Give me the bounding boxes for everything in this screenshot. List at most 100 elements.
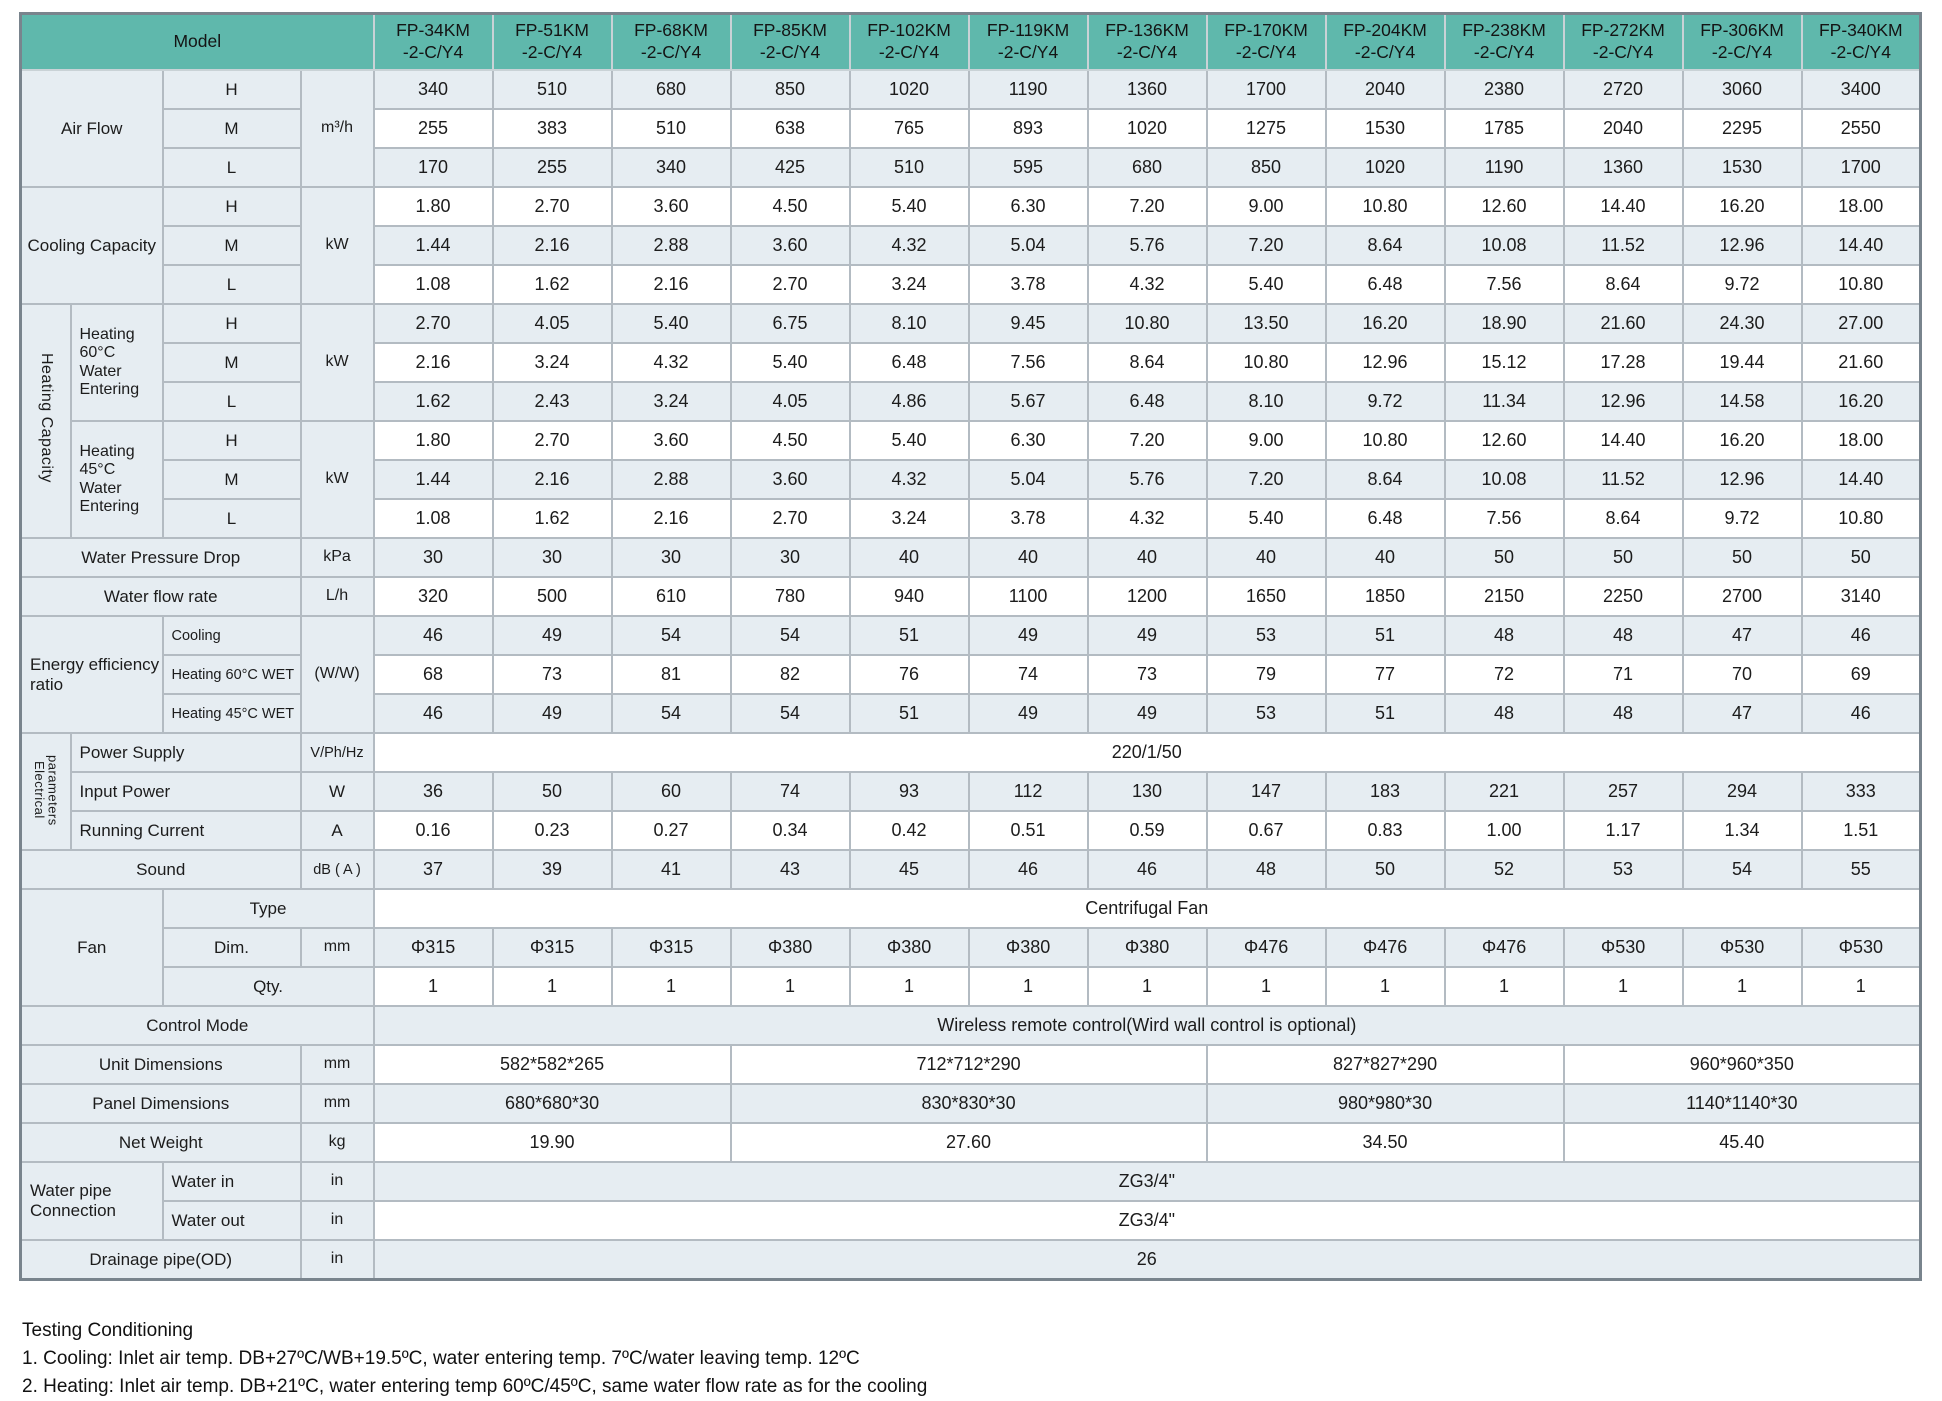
value-cell: 0.83 bbox=[1324, 810, 1446, 851]
value-cell: 2.70 bbox=[491, 420, 613, 461]
row-label-cell: A bbox=[299, 810, 375, 851]
value-cell: 980*980*30 bbox=[1205, 1083, 1565, 1124]
value-cell: 40 bbox=[1205, 537, 1327, 578]
value-cell: 6.48 bbox=[1324, 498, 1446, 539]
model-header-cell: Model bbox=[19, 12, 375, 71]
value-cell: 1 bbox=[610, 966, 732, 1007]
value-cell: 112 bbox=[967, 771, 1089, 812]
value-cell: 1.08 bbox=[372, 264, 494, 305]
value-cell: 5.04 bbox=[967, 225, 1089, 266]
value-cell: 1 bbox=[1681, 966, 1803, 1007]
row-label-cell: H bbox=[161, 69, 302, 110]
value-cell: 5.04 bbox=[967, 459, 1089, 500]
row-label-cell: mm bbox=[299, 1083, 375, 1124]
row-label-cell: Water flow rate bbox=[19, 576, 302, 617]
value-cell: 1360 bbox=[1562, 147, 1684, 188]
value-cell: 52 bbox=[1443, 849, 1565, 890]
value-cell: 7.20 bbox=[1205, 459, 1327, 500]
row-label-cell: in bbox=[299, 1161, 375, 1202]
value-cell: 3.24 bbox=[848, 264, 970, 305]
value-cell: 53 bbox=[1562, 849, 1684, 890]
value-cell: 1 bbox=[729, 966, 851, 1007]
value-cell: 46 bbox=[1800, 693, 1922, 734]
footer-title: Testing Conditioning bbox=[22, 1320, 194, 1341]
value-cell: 383 bbox=[491, 108, 613, 149]
value-cell: 0.67 bbox=[1205, 810, 1327, 851]
value-cell: 3140 bbox=[1800, 576, 1922, 617]
value-cell: 510 bbox=[848, 147, 970, 188]
value-cell: 1 bbox=[491, 966, 613, 1007]
value-cell: 5.40 bbox=[1205, 264, 1327, 305]
value-cell: 1.80 bbox=[372, 420, 494, 461]
value-cell: 6.48 bbox=[1086, 381, 1208, 422]
value-cell: 3.24 bbox=[610, 381, 732, 422]
value-cell: Φ530 bbox=[1681, 927, 1803, 968]
row-label-cell: m³/h bbox=[299, 69, 375, 188]
row-label-cell: mm bbox=[299, 927, 375, 968]
value-cell: 40 bbox=[848, 537, 970, 578]
value-cell: 9.45 bbox=[967, 303, 1089, 344]
value-cell: 4.05 bbox=[491, 303, 613, 344]
row-label-cell: Water pipe Connection bbox=[19, 1161, 164, 1241]
row-label-cell: L bbox=[161, 498, 302, 539]
value-cell: 7.20 bbox=[1205, 225, 1327, 266]
value-cell: 2250 bbox=[1562, 576, 1684, 617]
value-cell: 1 bbox=[1324, 966, 1446, 1007]
value-cell: 7.56 bbox=[967, 342, 1089, 383]
value-cell: 780 bbox=[729, 576, 851, 617]
spec-table: Model FP-34KM -2-C/Y4 FP-51KM -2-C/Y4 FP-68… bbox=[19, 12, 1923, 1281]
value-cell: 220/1/50 bbox=[372, 732, 1922, 773]
row-label-cell: Net Weight bbox=[19, 1122, 302, 1163]
row-label-cell: L/h bbox=[299, 576, 375, 617]
row-label-cell: Heating 60°C Water Entering bbox=[69, 303, 164, 422]
value-cell: 46 bbox=[1800, 615, 1922, 656]
value-cell: 40 bbox=[1086, 537, 1208, 578]
value-cell: 4.50 bbox=[729, 186, 851, 227]
value-cell: 10.80 bbox=[1800, 264, 1922, 305]
row-label-cell: Qty. bbox=[161, 966, 375, 1007]
value-cell: 18.90 bbox=[1443, 303, 1565, 344]
row-label-cell: Power Supply bbox=[69, 732, 302, 773]
value-cell: 960*960*350 bbox=[1562, 1044, 1922, 1085]
value-cell: 8.64 bbox=[1324, 459, 1446, 500]
model-header-cell: FP-306KM -2-C/Y4 bbox=[1681, 12, 1803, 71]
row-label-cell: M bbox=[161, 225, 302, 266]
row-label-cell: Cooling Capacity bbox=[19, 186, 164, 305]
value-cell: 10.08 bbox=[1443, 225, 1565, 266]
value-cell: 43 bbox=[729, 849, 851, 890]
value-cell: 10.80 bbox=[1324, 186, 1446, 227]
value-cell: 73 bbox=[491, 654, 613, 695]
value-cell: 40 bbox=[967, 537, 1089, 578]
value-cell: 257 bbox=[1562, 771, 1684, 812]
value-cell: 14.40 bbox=[1562, 186, 1684, 227]
value-cell: 680 bbox=[610, 69, 732, 110]
footer-notes: Testing Conditioning 1. Cooling: Inlet a… bbox=[22, 1317, 1942, 1401]
value-cell: 320 bbox=[372, 576, 494, 617]
value-cell: 74 bbox=[729, 771, 851, 812]
value-cell: 48 bbox=[1205, 849, 1327, 890]
value-cell: 2040 bbox=[1324, 69, 1446, 110]
model-header-cell: FP-51KM -2-C/Y4 bbox=[491, 12, 613, 71]
value-cell: 12.60 bbox=[1443, 420, 1565, 461]
value-cell: 27.60 bbox=[729, 1122, 1208, 1163]
value-cell: 53 bbox=[1205, 693, 1327, 734]
value-cell: Φ476 bbox=[1443, 927, 1565, 968]
value-cell: 50 bbox=[1562, 537, 1684, 578]
value-cell: 82 bbox=[729, 654, 851, 695]
row-label-cell: Water Pressure Drop bbox=[19, 537, 302, 578]
value-cell: 2.70 bbox=[729, 264, 851, 305]
value-cell: 1190 bbox=[967, 69, 1089, 110]
value-cell: 49 bbox=[491, 615, 613, 656]
row-label-cell: H bbox=[161, 420, 302, 461]
value-cell: 4.05 bbox=[729, 381, 851, 422]
value-cell: 55 bbox=[1800, 849, 1922, 890]
value-cell: Wireless remote control(Wird wall contro… bbox=[372, 1005, 1922, 1046]
value-cell: 5.40 bbox=[848, 186, 970, 227]
value-cell: 893 bbox=[967, 108, 1089, 149]
value-cell: 2.16 bbox=[372, 342, 494, 383]
value-cell: 1.00 bbox=[1443, 810, 1565, 851]
model-header-cell: FP-85KM -2-C/Y4 bbox=[729, 12, 851, 71]
row-label-cell: kW bbox=[299, 186, 375, 305]
value-cell: 49 bbox=[1086, 693, 1208, 734]
row-label-cell: Control Mode bbox=[19, 1005, 375, 1046]
